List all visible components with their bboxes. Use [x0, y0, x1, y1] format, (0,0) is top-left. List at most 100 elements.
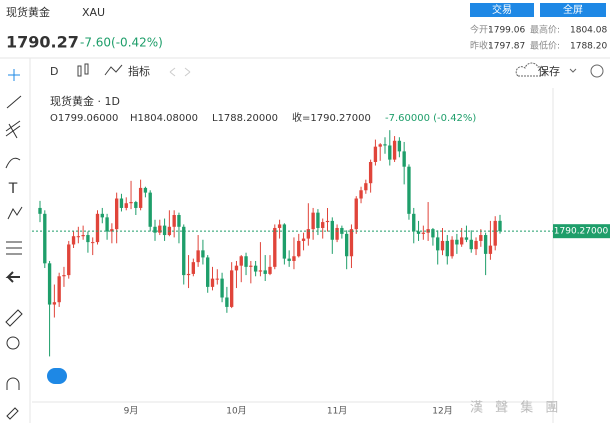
candle-body [95, 213, 100, 243]
price-tag [553, 224, 610, 239]
stat-label: 最高价: [530, 24, 560, 36]
candle-body [402, 151, 406, 167]
candle-body [354, 198, 358, 230]
candle-body [47, 263, 52, 305]
stat-label: 昨收: [470, 40, 491, 52]
candle-body [158, 225, 162, 233]
price: 1790.27 [6, 33, 79, 52]
dropdown[interactable] [569, 68, 577, 73]
candle-body [436, 237, 440, 251]
candle-body [392, 140, 397, 160]
magnet-tool[interactable] [6, 377, 20, 390]
candle-body [114, 198, 119, 230]
cloud-icon[interactable] [515, 62, 545, 77]
line-tool[interactable] [6, 95, 22, 109]
pattern-tool[interactable] [7, 206, 23, 220]
candle-body [86, 235, 90, 243]
candle-body [469, 239, 473, 250]
candle-body [464, 237, 469, 240]
zoom-tool[interactable] [6, 336, 20, 350]
save[interactable]: 保存 [538, 64, 560, 78]
candle-body [162, 225, 167, 236]
candle-body [201, 250, 205, 258]
candle-body [71, 236, 76, 245]
candle-body [364, 183, 368, 191]
candle-body [335, 227, 339, 240]
stat-label: 最低价: [530, 40, 560, 52]
ruler-tool[interactable] [5, 309, 23, 327]
candle-body [412, 213, 416, 232]
interval[interactable]: D [50, 65, 58, 78]
legend-low: L1788.20000 [212, 113, 278, 124]
candle-body [287, 258, 291, 261]
candle-body [431, 229, 435, 238]
candle-body [100, 213, 104, 218]
candle-body [129, 202, 133, 204]
indicator-icon[interactable] [104, 64, 123, 76]
candle-body [57, 276, 61, 303]
x-tick-label: 10月 [226, 406, 246, 417]
candle-body [407, 166, 411, 214]
candle-body [306, 229, 311, 239]
candle-body [110, 229, 114, 232]
candle-body [483, 235, 488, 254]
stat-value: 1788.20 [570, 42, 607, 52]
candle-body [244, 256, 248, 267]
candle-body [134, 202, 138, 208]
fullscreen-label[interactable]: 全屏 [563, 3, 583, 16]
candle-body [277, 224, 282, 228]
candle-body [258, 270, 263, 272]
stat-value: 1797.87 [488, 42, 525, 52]
candle-body [81, 235, 85, 237]
logo-badge [47, 368, 67, 384]
back-tool[interactable] [5, 271, 20, 283]
candle-body [268, 266, 272, 274]
trade-label[interactable]: 交易 [492, 3, 512, 16]
text-tool[interactable]: T [8, 181, 18, 197]
candle-body [344, 233, 349, 257]
measure-tool[interactable] [6, 241, 22, 255]
candle-icon[interactable] [84, 63, 89, 75]
indicators[interactable]: 指标 [128, 64, 150, 78]
candle-body [263, 270, 267, 274]
brush-tool[interactable] [5, 157, 21, 169]
candle-body [421, 232, 426, 234]
candle-body [316, 212, 320, 228]
candle-body [119, 198, 124, 208]
candle-body [273, 227, 277, 267]
fib-tool[interactable] [5, 120, 21, 139]
candle-body [191, 262, 196, 274]
fullscreen-button[interactable] [540, 3, 606, 17]
stat-label: 今开: [470, 24, 491, 36]
candle-body [52, 302, 57, 305]
candle-body [388, 145, 392, 160]
candle-body [373, 146, 378, 162]
price-tag-label: 1790.27000 [554, 227, 609, 237]
candle-body [474, 240, 478, 250]
candle-body [62, 275, 66, 277]
change: -7.60(-0.42%) [80, 36, 163, 50]
undo-redo[interactable] [169, 67, 191, 77]
left-toolbar [5, 69, 23, 420]
candle-body [416, 231, 421, 234]
legend-open: O1799.06000 [50, 113, 118, 124]
cross-tool[interactable] [8, 69, 20, 81]
candle-body [297, 240, 301, 257]
candle-body [450, 239, 454, 257]
candle-body [76, 236, 81, 238]
settings-icon[interactable] [590, 64, 604, 78]
candle-body [292, 256, 296, 261]
lock-tool[interactable] [6, 407, 19, 420]
candle-body [479, 235, 483, 241]
candle-body [359, 190, 363, 199]
candle-body [182, 226, 186, 276]
legend-high: H1804.08000 [130, 113, 198, 124]
candle-body [196, 250, 200, 263]
trade-button[interactable] [470, 3, 534, 17]
candle-icon[interactable] [77, 65, 82, 77]
legend-name: 现货黄金 · 1D [50, 94, 120, 108]
candle-body [210, 278, 215, 287]
candle-body [249, 265, 253, 267]
candle-body [311, 212, 315, 230]
x-tick-label: 11月 [327, 406, 347, 417]
